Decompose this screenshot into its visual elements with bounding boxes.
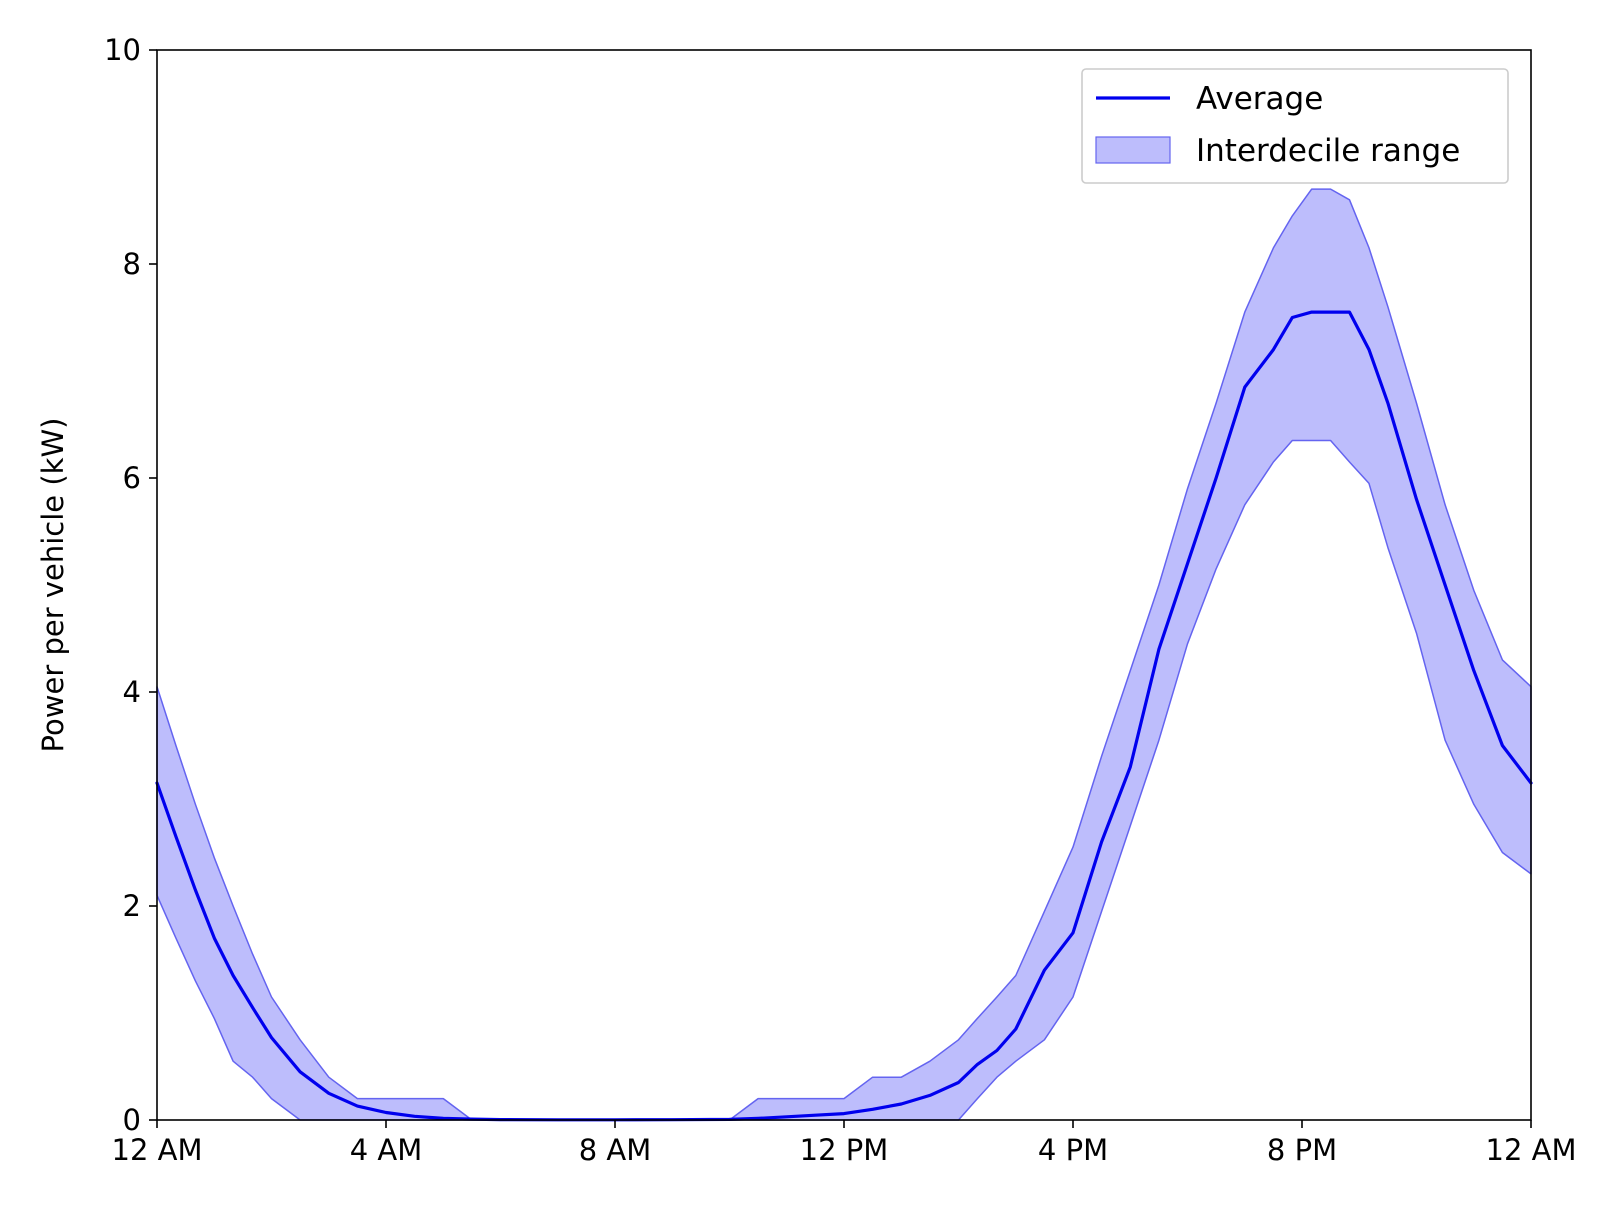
legend: Average Interdecile range [1081,68,1509,184]
legend-band-swatch [1095,136,1171,164]
legend-box [1081,68,1509,184]
y-tick-label: 6 [123,461,141,495]
x-tick-label: 4 AM [350,1133,423,1167]
y-tick-label: 10 [104,33,141,67]
legend-band-label: Interdecile range [1196,133,1460,169]
x-tick-label: 12 AM [1486,1133,1577,1167]
average-line [155,310,1533,1122]
x-tick-label: 4 PM [1038,1133,1108,1167]
y-tick-label: 8 [123,247,141,281]
x-tick-label: 12 PM [800,1133,889,1167]
y-tick-label: 0 [123,1103,141,1137]
axes: 12 AM 4 AM 8 AM 12 PM 4 PM 8 PM 12 AM0246810Po… [36,33,1576,1167]
x-tick-label: 8 PM [1267,1133,1337,1167]
y-axis-title: Power per vehicle (kW) [36,418,70,753]
y-tick-label: 4 [123,675,141,709]
x-tick-label: 8 AM [579,1133,652,1167]
interdecile-band [156,188,1532,1121]
legend-average-label: Average [1196,81,1323,117]
x-tick-label: 12 AM [112,1133,203,1167]
y-tick-label: 2 [123,889,141,923]
plot-area [155,188,1533,1122]
